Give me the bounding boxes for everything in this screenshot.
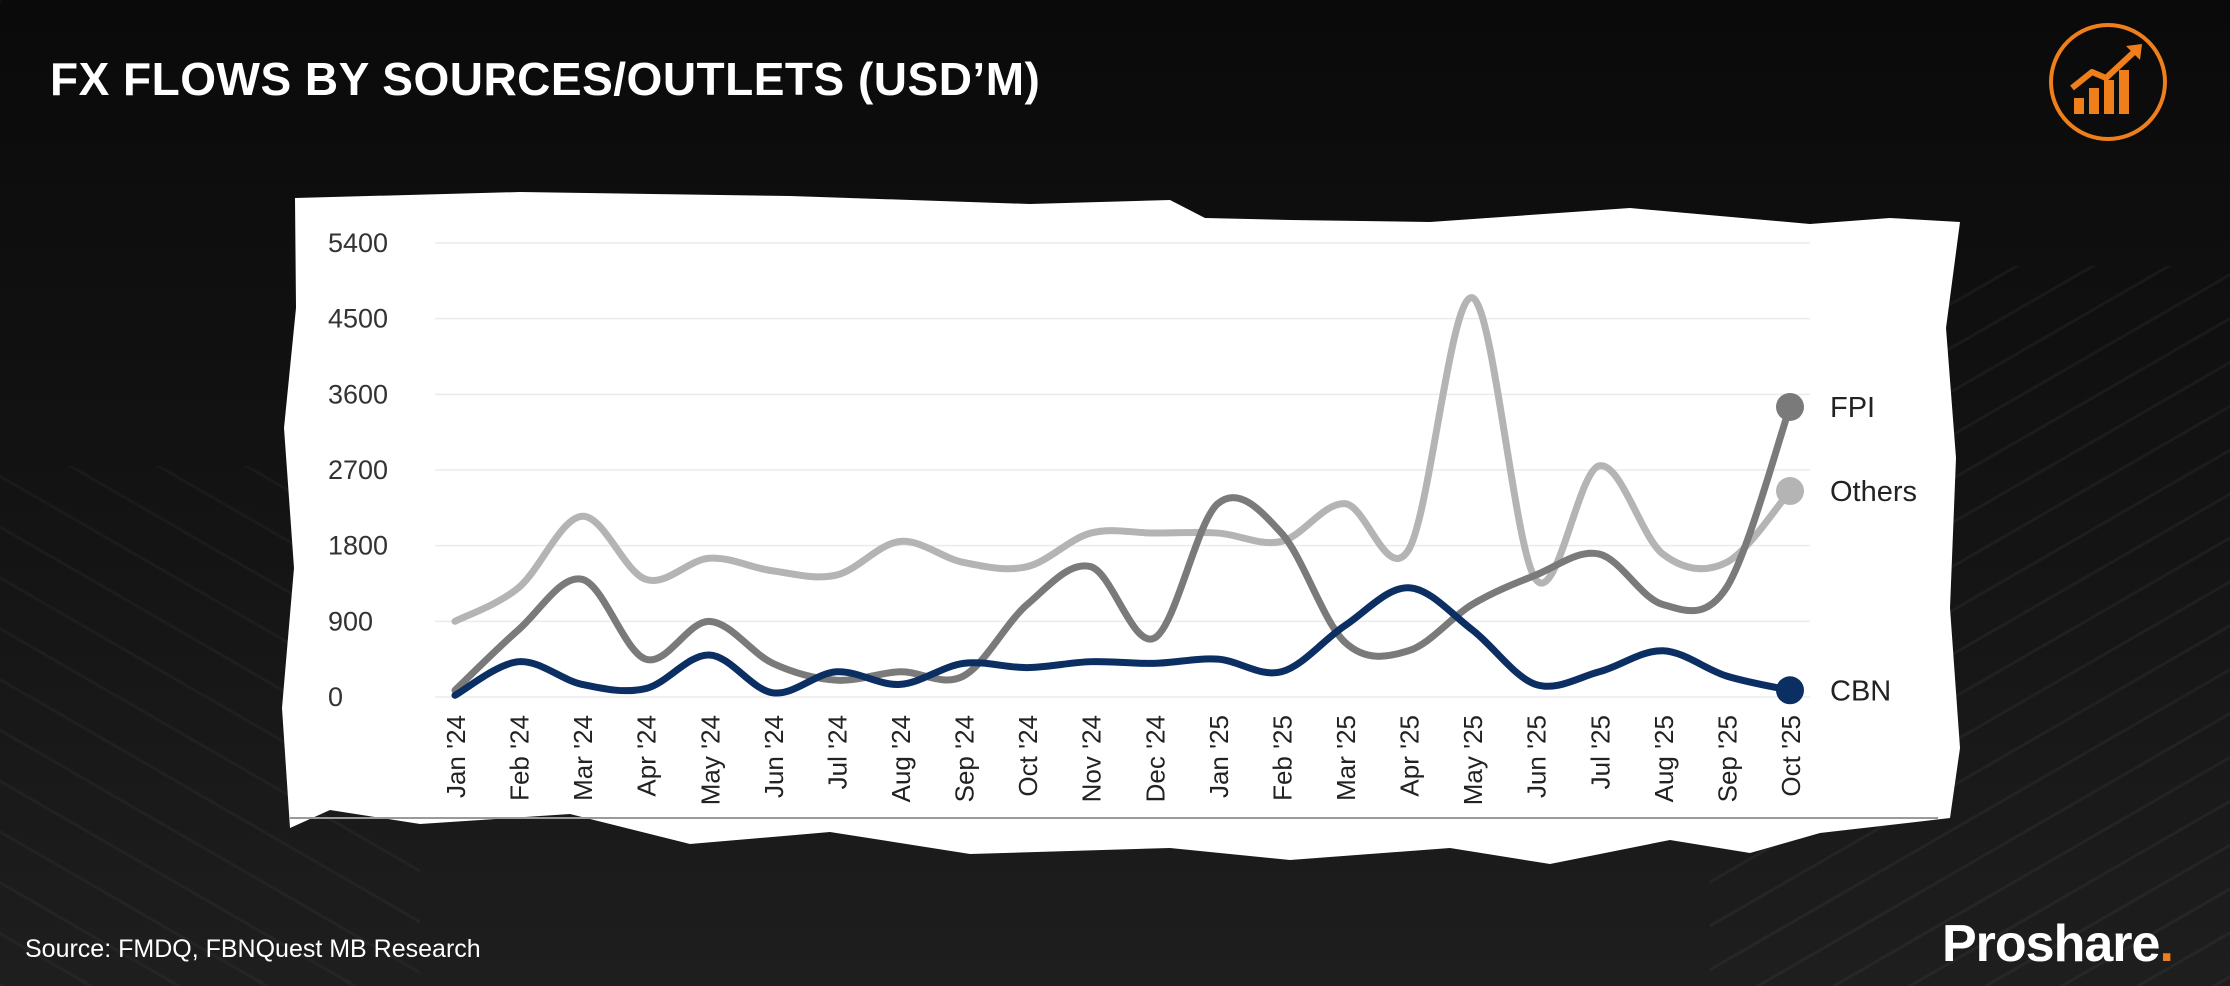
series-end-marker-fpi <box>1776 392 1804 421</box>
y-tick-label: 5400 <box>328 228 388 258</box>
x-tick-label: Jul '24 <box>822 715 852 789</box>
x-tick-label: Apr '25 <box>1395 715 1425 797</box>
x-tick-label: Sep '24 <box>950 715 980 802</box>
x-tick-label: Mar '25 <box>1331 715 1361 801</box>
x-tick-label: Feb '24 <box>505 715 535 801</box>
source-note: Source: FMDQ, FBNQuest MB Research <box>25 935 481 963</box>
y-tick-label: 0 <box>328 682 343 712</box>
y-tick-label: 1800 <box>328 531 388 561</box>
x-tick-label: Dec '24 <box>1140 715 1170 802</box>
fx-flows-line-chart: 0 900 1800 2700 3600 4500 5400 Jan '24 Feb '24 Ma… <box>290 228 1938 819</box>
x-tick-label: Feb '25 <box>1267 715 1297 801</box>
x-tick-label: Nov '24 <box>1077 715 1107 802</box>
series-line-others <box>451 294 1794 625</box>
brand-dot: . <box>2159 915 2173 973</box>
y-tick-label: 4500 <box>328 304 388 334</box>
x-tick-label: Oct '25 <box>1776 715 1806 797</box>
x-tick-label: Sep '25 <box>1712 715 1742 802</box>
x-tick-label: Apr '24 <box>632 715 662 797</box>
x-tick-label: Aug '24 <box>886 715 916 802</box>
series-label-fpi: FPI <box>1830 392 1875 424</box>
x-tick-label: Jul '25 <box>1585 715 1615 789</box>
series-line-cbn <box>451 584 1794 699</box>
x-tick-label: Oct '24 <box>1013 715 1043 797</box>
x-tick-label: Aug '25 <box>1649 715 1679 802</box>
x-tick-label: Mar '24 <box>568 715 598 801</box>
series-label-cbn: CBN <box>1830 675 1891 707</box>
y-tick-label: 3600 <box>328 379 388 409</box>
series-label-others: Others <box>1830 476 1917 508</box>
x-tick-label: Jan '24 <box>441 715 471 798</box>
series-end-marker-others <box>1776 477 1804 506</box>
x-tick-label: May '25 <box>1458 715 1488 805</box>
series-line-fpi <box>451 403 1794 694</box>
growth-chart-icon[interactable] <box>2048 22 2168 142</box>
brand-name: Proshare <box>1942 915 2160 973</box>
series-end-marker-cbn <box>1776 676 1804 705</box>
x-tick-label: Jan '25 <box>1204 715 1234 798</box>
y-tick-label: 2700 <box>328 455 388 485</box>
x-tick-label: May '24 <box>695 715 725 805</box>
page-title: FX FLOWS BY SOURCES/OUTLETS (USD’M) <box>50 53 1041 105</box>
y-tick-label: 900 <box>328 606 373 636</box>
x-tick-label: Jun '25 <box>1522 715 1552 798</box>
brand-logo[interactable]: Proshare. <box>1942 914 2174 974</box>
x-tick-label: Jun '24 <box>759 715 789 798</box>
